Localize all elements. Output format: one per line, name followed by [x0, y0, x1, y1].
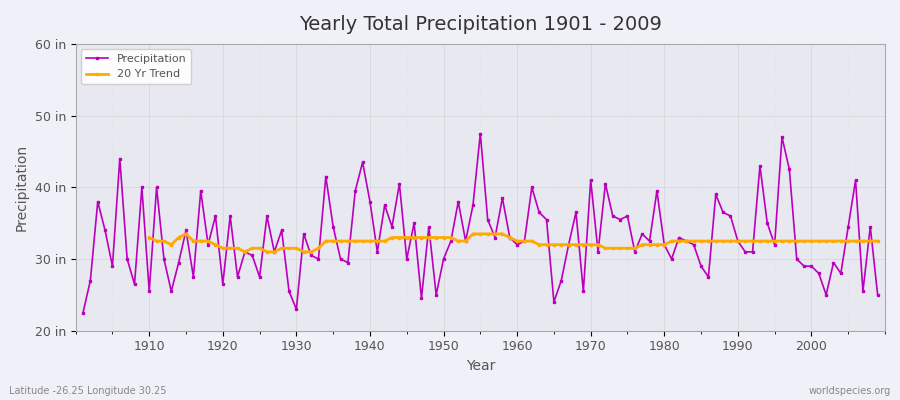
- Precipitation: [872, 292, 883, 297]
- Title: Yearly Total Precipitation 1901 - 2009: Yearly Total Precipitation 1901 - 2009: [299, 15, 662, 34]
- 20 Yr Trend: [850, 239, 861, 244]
- 20 Yr Trend: [828, 239, 839, 244]
- Y-axis label: Precipitation: Precipitation: [15, 144, 29, 231]
- 20 Yr Trend: [181, 232, 192, 236]
- 20 Yr Trend: [872, 239, 883, 244]
- 20 Yr Trend: [328, 239, 338, 244]
- X-axis label: Year: Year: [465, 359, 495, 373]
- 20 Yr Trend: [239, 250, 250, 254]
- 20 Yr Trend: [534, 242, 544, 247]
- Line: 20 Yr Trend: 20 Yr Trend: [148, 232, 879, 253]
- Text: worldspecies.org: worldspecies.org: [809, 386, 891, 396]
- Legend: Precipitation, 20 Yr Trend: Precipitation, 20 Yr Trend: [81, 50, 191, 84]
- Precipitation: [519, 239, 530, 244]
- Precipitation: [475, 131, 486, 136]
- Text: Latitude -26.25 Longitude 30.25: Latitude -26.25 Longitude 30.25: [9, 386, 166, 396]
- 20 Yr Trend: [592, 242, 603, 247]
- Precipitation: [608, 214, 618, 218]
- 20 Yr Trend: [298, 250, 309, 254]
- Precipitation: [512, 242, 523, 247]
- 20 Yr Trend: [144, 235, 155, 240]
- Precipitation: [137, 185, 148, 190]
- Precipitation: [77, 310, 88, 315]
- Precipitation: [298, 232, 309, 236]
- Precipitation: [343, 260, 354, 265]
- Line: Precipitation: Precipitation: [82, 132, 879, 314]
